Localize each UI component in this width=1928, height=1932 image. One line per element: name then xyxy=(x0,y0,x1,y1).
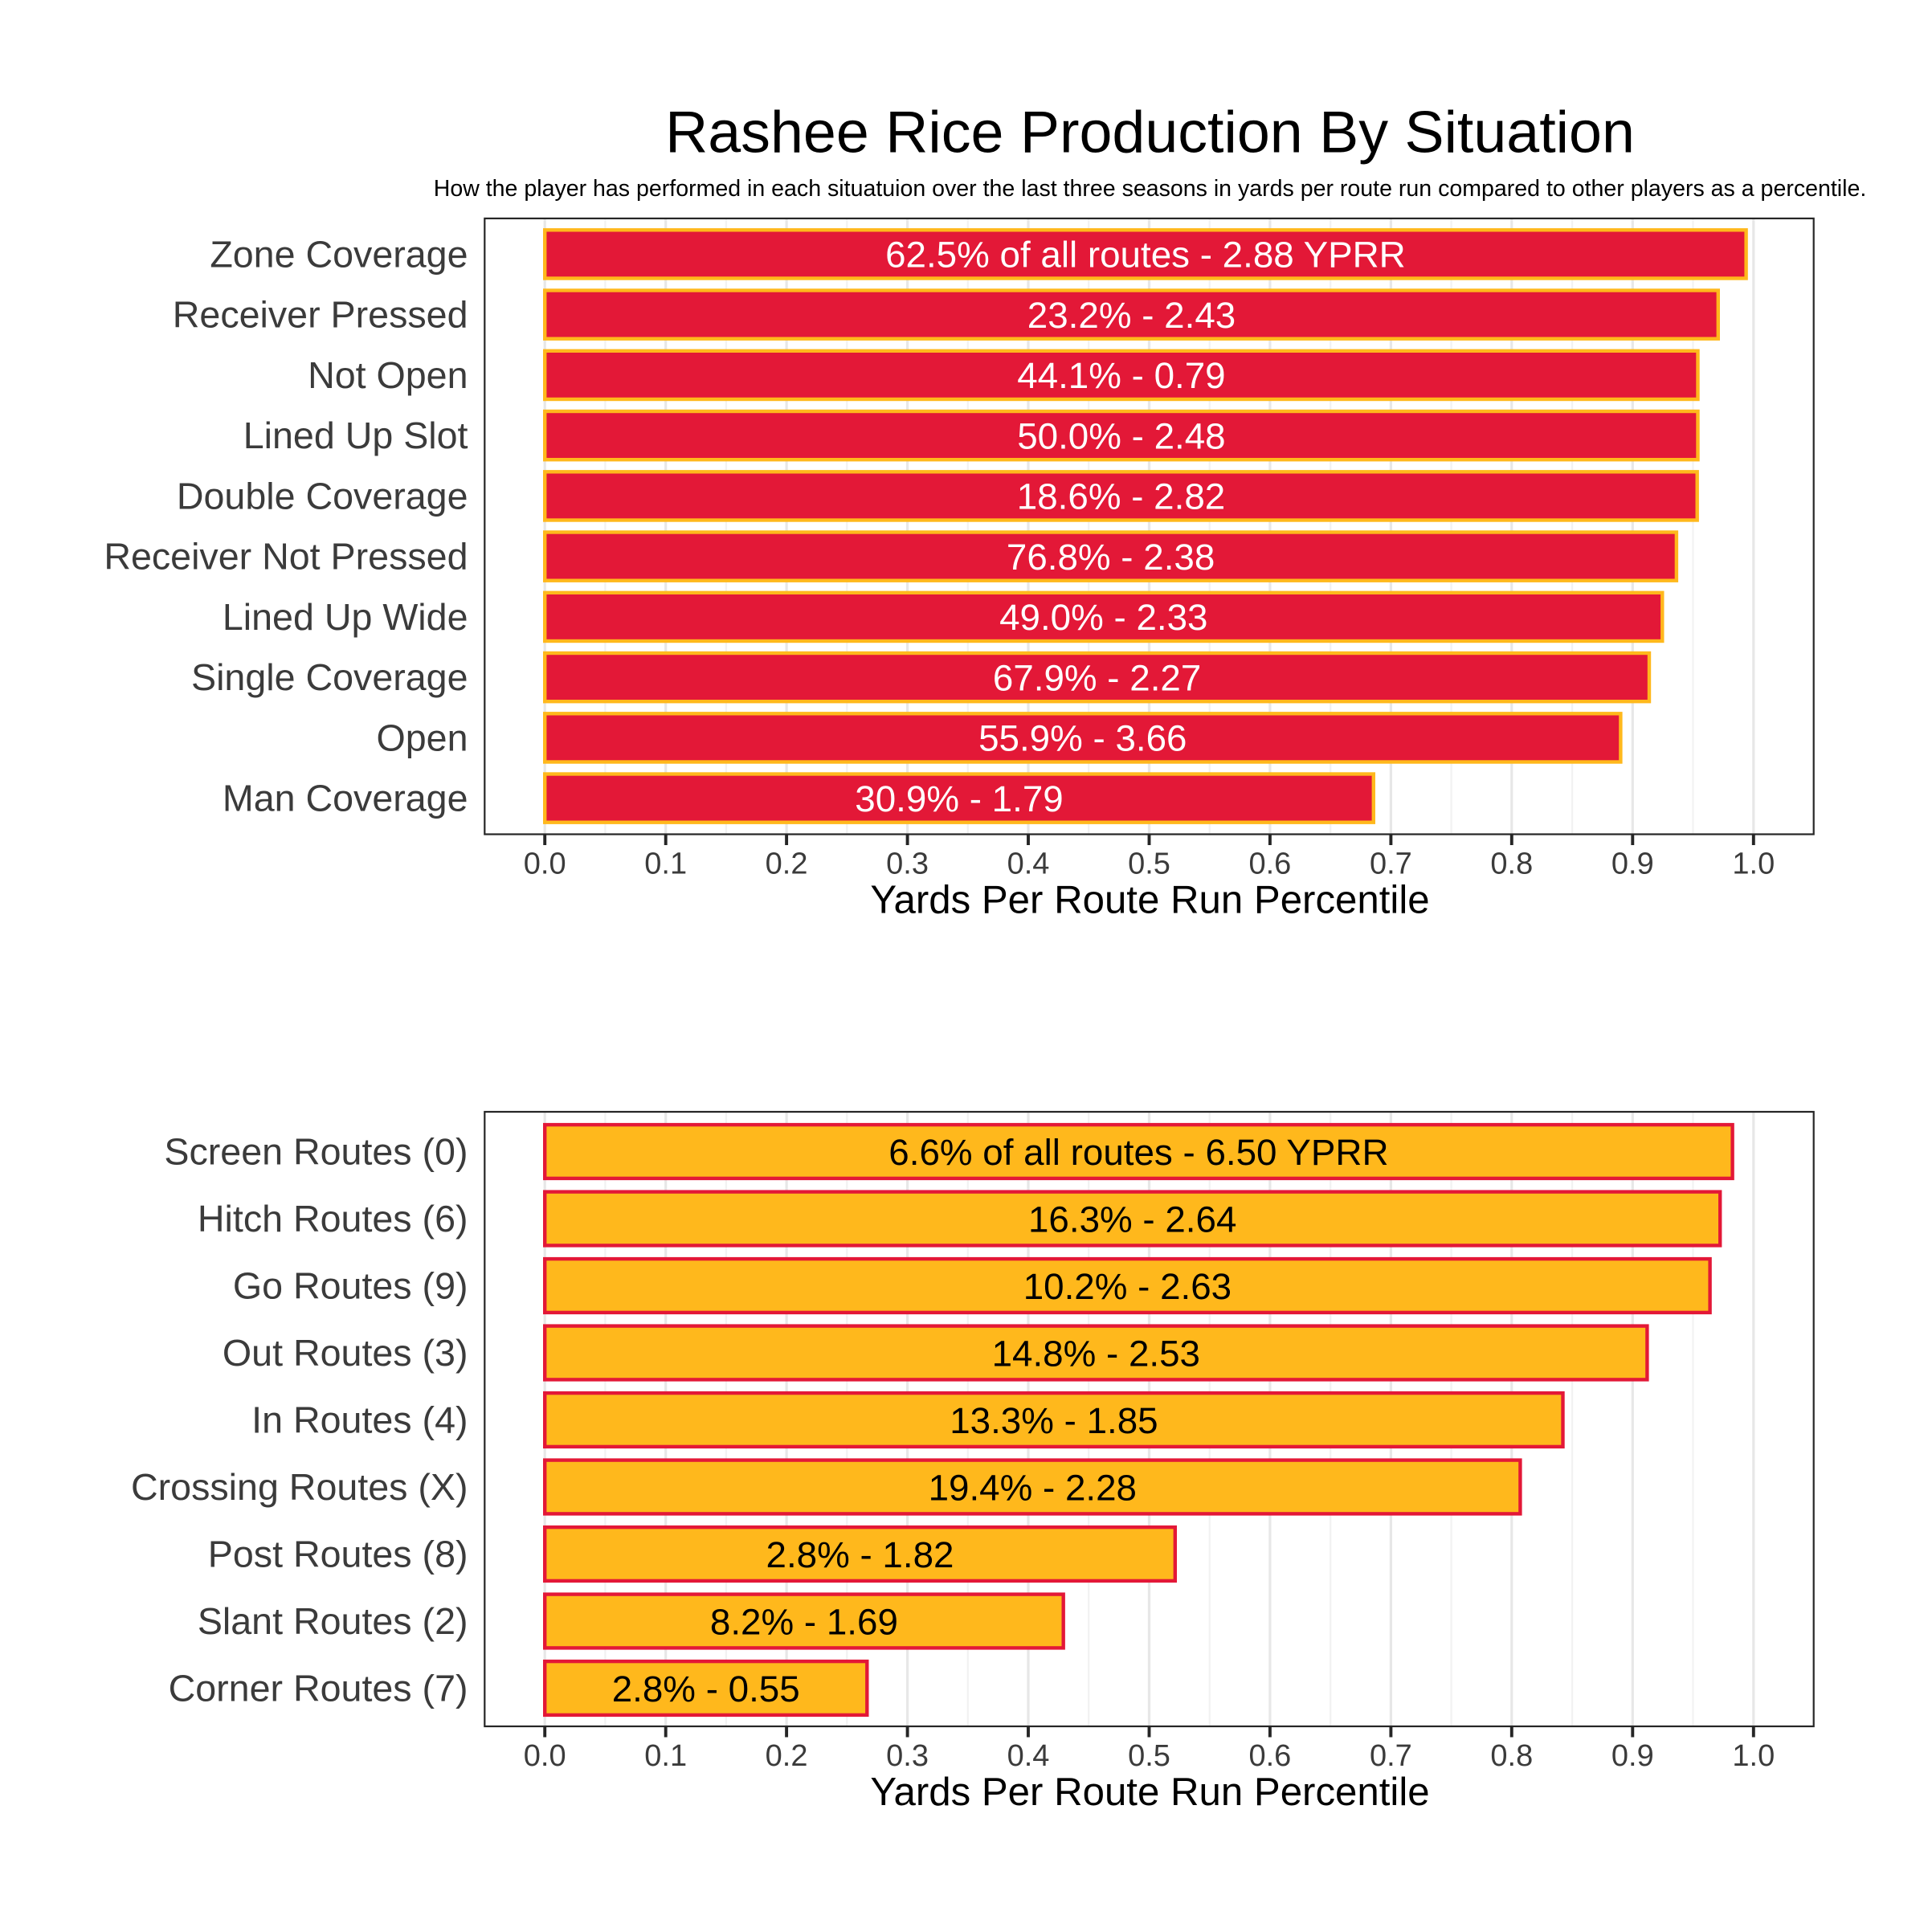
svg-text:Single Coverage: Single Coverage xyxy=(191,656,468,698)
svg-text:Double Coverage: Double Coverage xyxy=(177,475,468,517)
svg-text:10.2% - 2.63: 10.2% - 2.63 xyxy=(1023,1266,1232,1307)
svg-text:23.2% - 2.43: 23.2% - 2.43 xyxy=(1027,295,1236,336)
svg-text:76.8% - 2.38: 76.8% - 2.38 xyxy=(1007,537,1215,578)
svg-text:0.7: 0.7 xyxy=(1370,1739,1412,1773)
svg-text:55.9% - 3.66: 55.9% - 3.66 xyxy=(978,718,1187,759)
svg-text:Yards Per Route Run Percentile: Yards Per Route Run Percentile xyxy=(870,1770,1429,1814)
svg-text:Corner Routes (7): Corner Routes (7) xyxy=(169,1668,468,1709)
svg-text:Receiver Not Pressed: Receiver Not Pressed xyxy=(104,536,468,578)
svg-text:14.8% - 2.53: 14.8% - 2.53 xyxy=(992,1333,1200,1374)
svg-text:0.8: 0.8 xyxy=(1490,848,1533,881)
svg-text:50.0% - 2.48: 50.0% - 2.48 xyxy=(1017,415,1225,456)
svg-text:Slant Routes (2): Slant Routes (2) xyxy=(198,1600,468,1642)
svg-text:Man Coverage: Man Coverage xyxy=(223,778,468,819)
svg-text:67.9% - 2.27: 67.9% - 2.27 xyxy=(993,657,1201,698)
svg-text:Hitch Routes (6): Hitch Routes (6) xyxy=(198,1198,468,1240)
svg-text:Out Routes (3): Out Routes (3) xyxy=(223,1332,468,1374)
svg-text:Go Routes (9): Go Routes (9) xyxy=(233,1265,468,1307)
svg-text:0.3: 0.3 xyxy=(886,1739,929,1773)
svg-text:Yards Per Route Run Percentile: Yards Per Route Run Percentile xyxy=(870,878,1429,922)
svg-text:0.2: 0.2 xyxy=(766,848,808,881)
svg-text:1.0: 1.0 xyxy=(1732,848,1775,881)
svg-text:6.6% of all routes - 6.50 YPRR: 6.6% of all routes - 6.50 YPRR xyxy=(888,1132,1388,1173)
svg-text:0.0: 0.0 xyxy=(524,848,566,881)
svg-text:0.1: 0.1 xyxy=(644,848,687,881)
svg-text:Post Routes (8): Post Routes (8) xyxy=(208,1534,468,1575)
svg-text:0.9: 0.9 xyxy=(1611,848,1654,881)
svg-text:Not Open: Not Open xyxy=(308,354,468,396)
svg-text:0.1: 0.1 xyxy=(644,1739,687,1773)
svg-text:19.4% - 2.28: 19.4% - 2.28 xyxy=(929,1467,1137,1508)
svg-text:16.3% - 2.64: 16.3% - 2.64 xyxy=(1028,1199,1236,1240)
svg-text:0.5: 0.5 xyxy=(1128,848,1170,881)
svg-text:49.0% - 2.33: 49.0% - 2.33 xyxy=(999,597,1207,638)
svg-text:0.4: 0.4 xyxy=(1007,1739,1050,1773)
svg-text:0.7: 0.7 xyxy=(1370,848,1412,881)
svg-text:0.4: 0.4 xyxy=(1007,848,1050,881)
svg-text:0.6: 0.6 xyxy=(1248,1739,1291,1773)
svg-text:62.5% of all routes - 2.88 YPR: 62.5% of all routes - 2.88 YPRR xyxy=(885,235,1406,276)
svg-text:Lined Up Wide: Lined Up Wide xyxy=(223,596,468,638)
svg-text:0.8: 0.8 xyxy=(1490,1739,1533,1773)
svg-text:0.2: 0.2 xyxy=(766,1739,808,1773)
svg-text:Lined Up Slot: Lined Up Slot xyxy=(243,415,468,456)
svg-text:30.9% - 1.79: 30.9% - 1.79 xyxy=(855,778,1063,819)
svg-text:Crossing Routes (X): Crossing Routes (X) xyxy=(131,1466,468,1508)
svg-text:2.8% - 0.55: 2.8% - 0.55 xyxy=(612,1669,800,1709)
svg-text:18.6% - 2.82: 18.6% - 2.82 xyxy=(1017,476,1225,517)
svg-text:8.2% - 1.69: 8.2% - 1.69 xyxy=(710,1601,898,1642)
svg-text:44.1% - 0.79: 44.1% - 0.79 xyxy=(1017,355,1225,396)
svg-text:0.3: 0.3 xyxy=(886,848,929,881)
svg-text:13.3% - 1.85: 13.3% - 1.85 xyxy=(950,1400,1158,1441)
svg-text:Screen Routes (0): Screen Routes (0) xyxy=(164,1131,468,1173)
svg-text:Rashee Rice Production By Situ: Rashee Rice Production By Situation xyxy=(665,99,1635,165)
svg-text:Zone Coverage: Zone Coverage xyxy=(210,233,468,275)
svg-text:In Routes (4): In Routes (4) xyxy=(251,1399,468,1441)
svg-text:0.0: 0.0 xyxy=(524,1739,566,1773)
svg-text:0.5: 0.5 xyxy=(1128,1739,1170,1773)
svg-text:How the player has performed i: How the player has performed in each sit… xyxy=(434,176,1867,202)
svg-text:Receiver Pressed: Receiver Pressed xyxy=(173,294,468,336)
svg-text:1.0: 1.0 xyxy=(1732,1739,1775,1773)
svg-text:0.6: 0.6 xyxy=(1248,848,1291,881)
svg-text:2.8% - 1.82: 2.8% - 1.82 xyxy=(766,1534,954,1575)
svg-text:0.9: 0.9 xyxy=(1611,1739,1654,1773)
svg-text:Open: Open xyxy=(377,717,468,758)
